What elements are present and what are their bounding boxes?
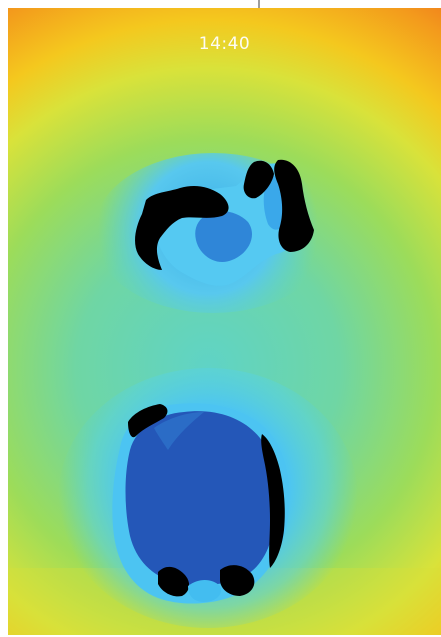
lower-occlusion-right <box>261 434 285 568</box>
lower-occlusion-bottom-left <box>158 566 190 597</box>
upper-occlusion-top <box>243 160 274 199</box>
lower-occlusion-bottom-right <box>220 565 255 596</box>
depth-map-image <box>8 8 441 635</box>
depth-map-view: 14:40 <box>8 8 441 635</box>
upper-object-deep-region <box>195 211 253 263</box>
upper-occlusion-left <box>135 186 229 270</box>
upper-occlusion-right <box>274 159 314 252</box>
lower-occlusion-top <box>128 404 168 438</box>
lower-object <box>125 411 277 586</box>
window-edge-marker <box>250 0 260 14</box>
